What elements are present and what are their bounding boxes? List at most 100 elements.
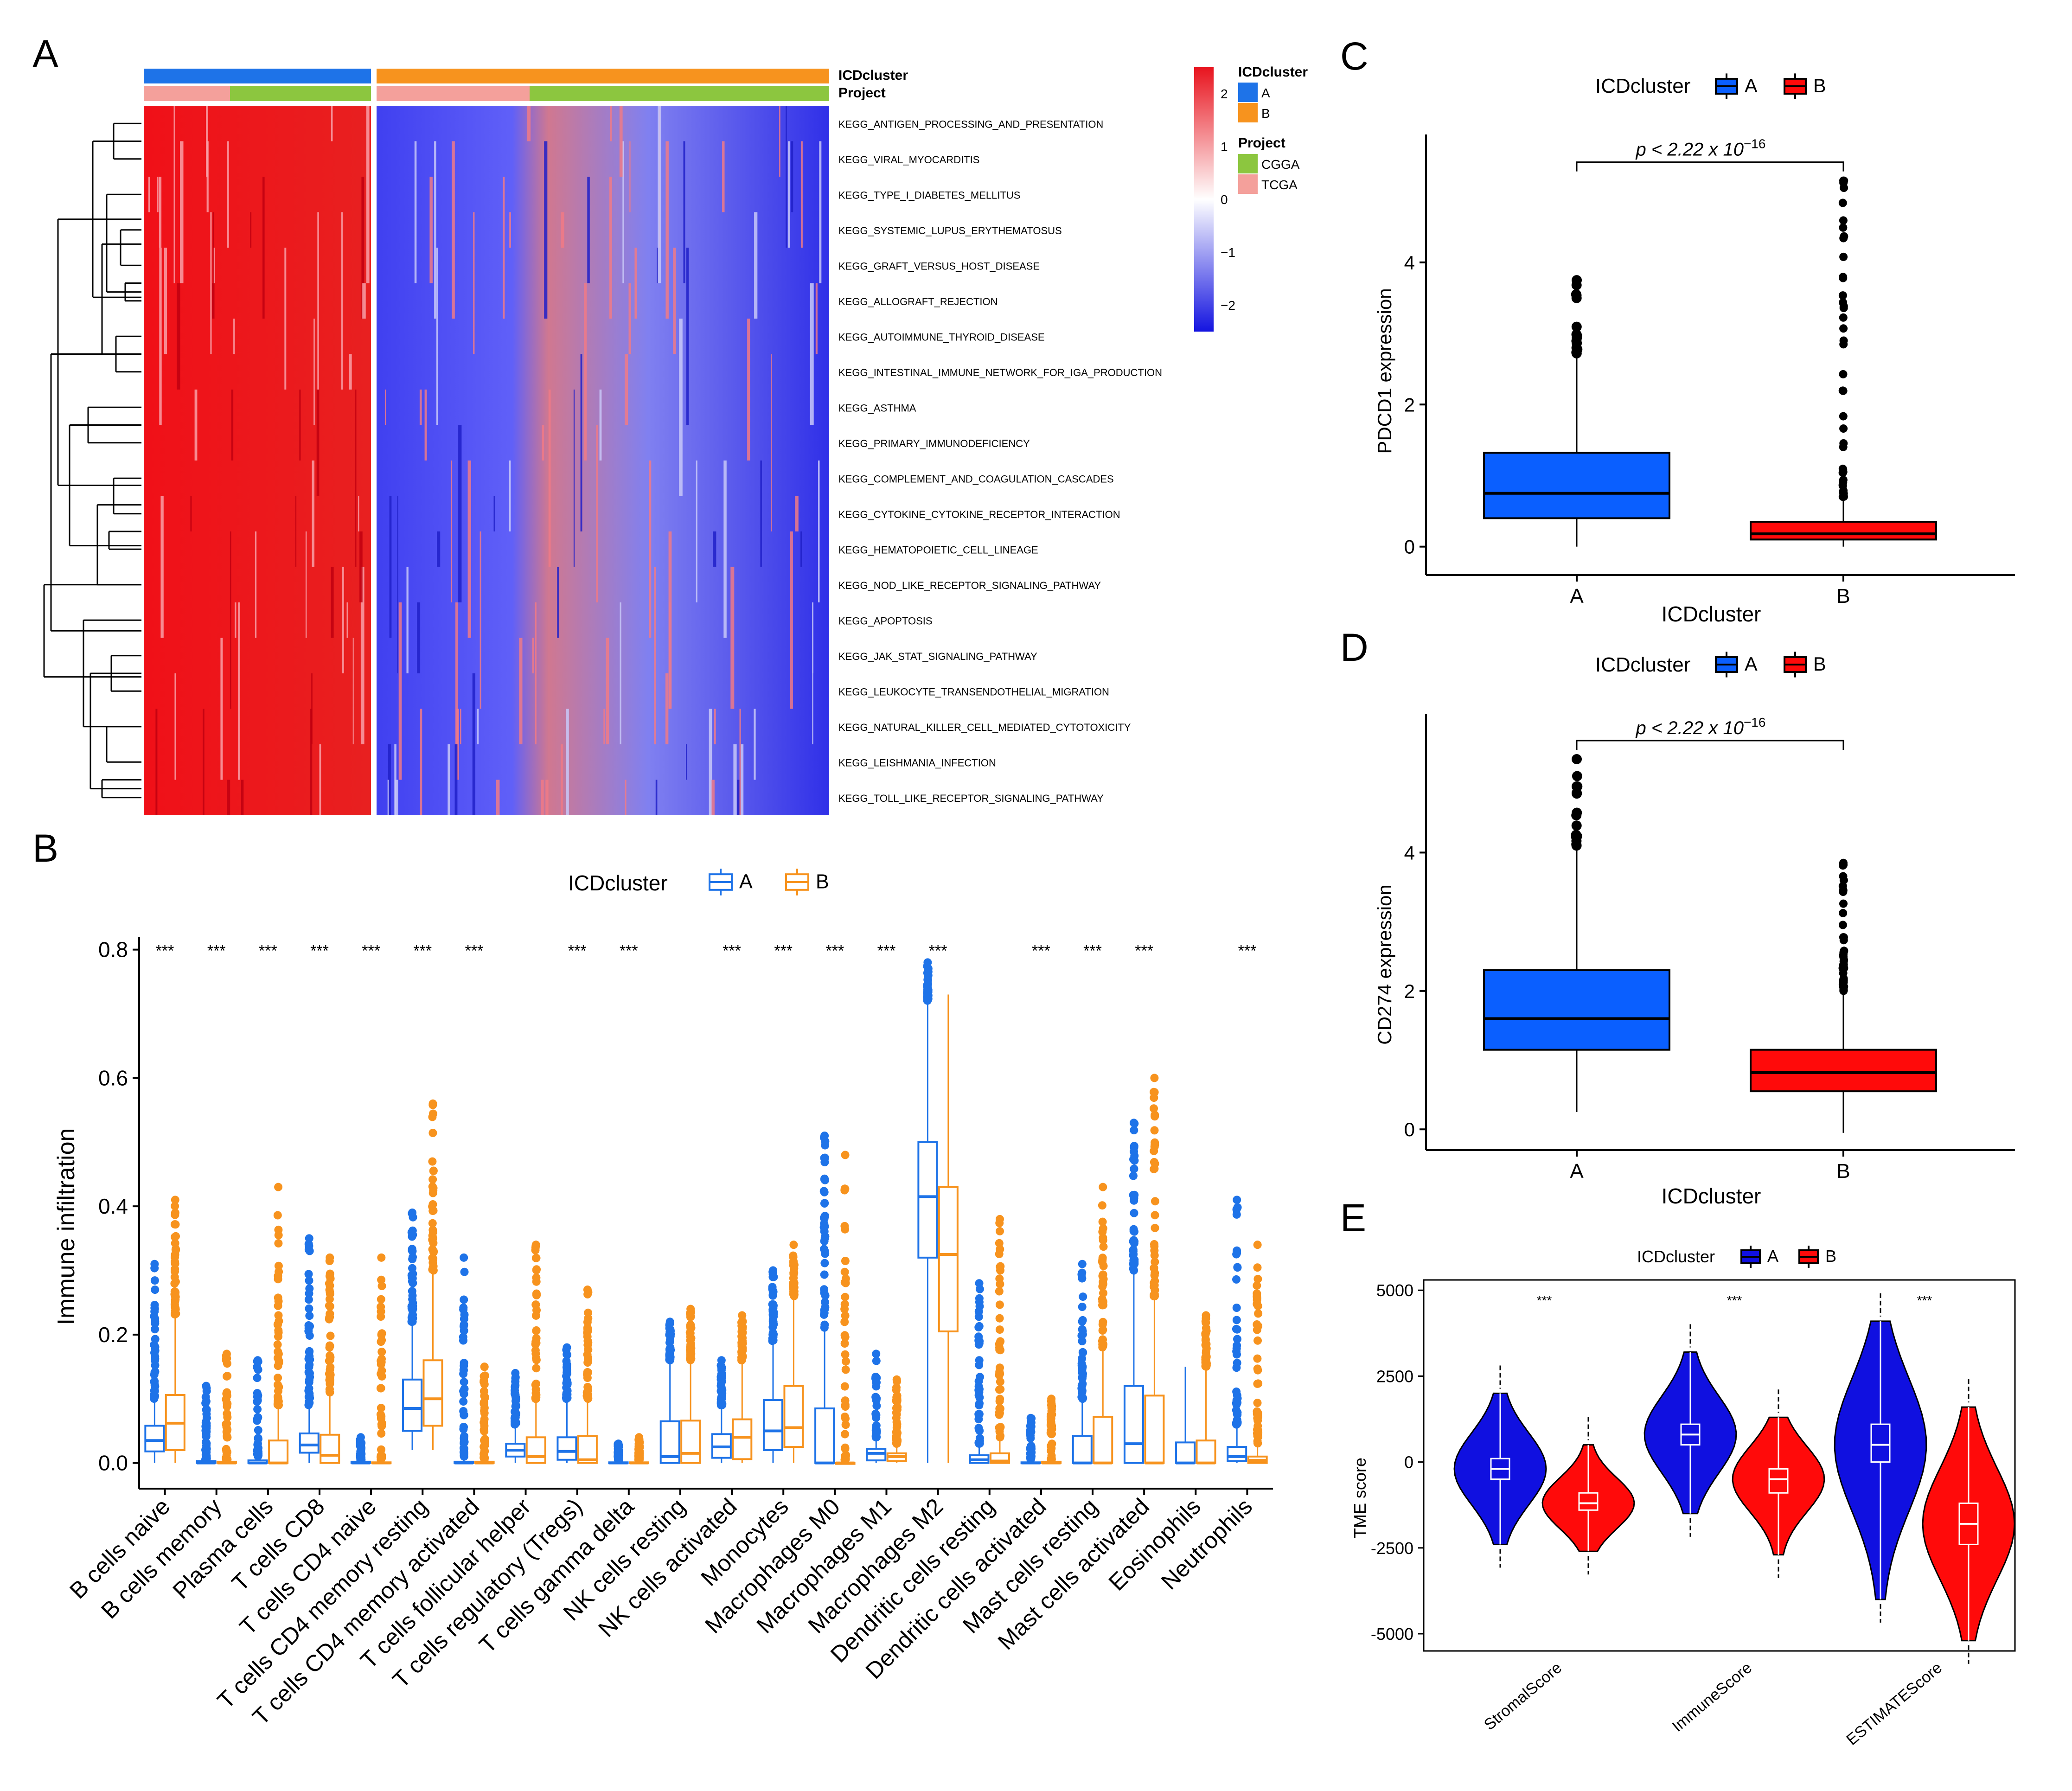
panel-label-c: C: [1340, 34, 1369, 78]
outlier-b-B: [429, 1254, 438, 1263]
outlier-b-B: [274, 1183, 283, 1191]
outlier-C-B: [1839, 439, 1848, 448]
outlier-b-B: [996, 1227, 1004, 1235]
heatmap-stripe: [436, 248, 438, 425]
y-tick-label-D: 4: [1404, 842, 1415, 864]
outlier-b-B: [996, 1394, 1004, 1403]
box-b-B: [783, 1385, 804, 1448]
outlier-b-A: [1232, 1387, 1241, 1396]
outlier-D-A: [1571, 830, 1581, 840]
heatmap-stripe: [545, 780, 549, 815]
outlier-b-B: [171, 1202, 179, 1210]
e-x-tick-label: ESTIMATEScore: [1843, 1659, 1945, 1749]
outlier-b-A: [1232, 1304, 1241, 1312]
outlier-b-B: [222, 1395, 230, 1404]
outlier-b-B: [326, 1302, 334, 1311]
heatmap-stripe: [313, 319, 315, 425]
outlier-b-A: [872, 1430, 881, 1439]
outlier-b-B: [841, 1414, 850, 1423]
outlier-b-B: [325, 1343, 334, 1352]
outlier-b-B: [170, 1273, 179, 1281]
legend-icd-label-a: A: [1261, 86, 1270, 100]
outlier-b-B: [892, 1375, 901, 1384]
outlier-b-A: [974, 1424, 983, 1433]
outlier-b-B: [326, 1287, 334, 1296]
box-b-A: [402, 1378, 423, 1432]
box-D-B: [1750, 1049, 1937, 1093]
outlier-b-B: [686, 1336, 695, 1345]
heatmap-stripe: [230, 531, 231, 709]
outlier-b-B: [480, 1387, 488, 1395]
outlier-b-B: [480, 1407, 489, 1415]
outlier-b-B: [842, 1357, 850, 1366]
heatmap-stripe: [541, 780, 544, 815]
outlier-b-A: [459, 1333, 467, 1342]
heatmap-stripe: [649, 461, 652, 638]
pvalue-bracket-C: [1576, 161, 1844, 172]
outlier-b-B: [377, 1295, 385, 1304]
outlier-b-B: [480, 1450, 488, 1458]
box-b-B: [320, 1433, 340, 1464]
outlier-b-A: [1233, 1263, 1242, 1272]
pvalue-label-D: p < 2.22 x 10−16: [1636, 715, 1766, 738]
outlier-b-A: [511, 1412, 519, 1421]
outlier-b-B: [893, 1438, 902, 1446]
outlier-b-B: [634, 1441, 643, 1450]
legend-key-label: B: [1813, 653, 1826, 675]
outlier-b-A: [872, 1356, 881, 1365]
outlier-b-A: [151, 1325, 159, 1334]
e-box-A: [1870, 1423, 1891, 1463]
outlier-b-B: [840, 1278, 849, 1287]
outlier-b-A: [1129, 1119, 1138, 1127]
box-b-B: [680, 1420, 701, 1464]
heatmap-stripe: [451, 461, 453, 602]
outlier-b-A: [408, 1273, 416, 1282]
outlier-C-B: [1839, 412, 1848, 421]
outlier-b-B: [1150, 1126, 1159, 1135]
outlier-b-A: [717, 1356, 726, 1365]
e-significance: ***: [1917, 1293, 1932, 1308]
heatmap-stripe: [730, 567, 735, 709]
outlier-b-A: [1027, 1427, 1036, 1436]
b-y-axis-title: Immune infiltration: [53, 1128, 80, 1325]
outlier-b-B: [274, 1297, 283, 1305]
outlier-b-B: [1150, 1074, 1159, 1082]
y-tick-label-C: 4: [1404, 252, 1415, 274]
dendrogram-branch: [50, 353, 141, 632]
outlier-b-B: [1253, 1336, 1262, 1345]
heatmap-stripe: [580, 354, 582, 531]
outlier-b-B: [531, 1241, 540, 1249]
outlier-b-B: [275, 1267, 283, 1276]
outlier-b-B: [1151, 1223, 1159, 1232]
heatmap-stripe: [800, 141, 803, 248]
heatmap-stripe: [658, 106, 661, 283]
outlier-b-B: [583, 1386, 592, 1394]
outlier-D-B: [1839, 936, 1848, 945]
outlier-b-B: [428, 1109, 437, 1118]
outlier-b-A: [820, 1199, 829, 1208]
heatmap-stripe: [159, 248, 162, 425]
dendrogram-branch: [108, 531, 141, 550]
b-significance: ***: [1032, 942, 1050, 960]
icd-annotation-bar-a: [144, 69, 371, 83]
heatmap-stripe: [448, 744, 450, 815]
d-x-axis-title: ICDcluster: [1662, 1184, 1761, 1208]
heatmap-stripe: [812, 602, 813, 744]
outlier-D-A: [1571, 820, 1582, 831]
outlier-b-A: [1232, 1344, 1241, 1353]
heatmap-stripe: [561, 212, 564, 248]
box-b-A: [1227, 1446, 1247, 1462]
heatmap-stripe: [190, 496, 192, 531]
outlier-b-A: [1078, 1374, 1087, 1383]
outlier-b-A: [1026, 1414, 1035, 1422]
box-b-B: [938, 1186, 959, 1332]
outlier-b-A: [254, 1413, 262, 1422]
outlier-b-A: [150, 1368, 159, 1377]
heatmap-stripe: [460, 709, 461, 744]
pvalue-exponent: −16: [1744, 137, 1766, 151]
outlier-b-A: [872, 1414, 881, 1422]
outlier-b-A: [1129, 1227, 1138, 1235]
heatmap-stripe: [255, 531, 257, 638]
outlier-b-B: [429, 1166, 438, 1175]
